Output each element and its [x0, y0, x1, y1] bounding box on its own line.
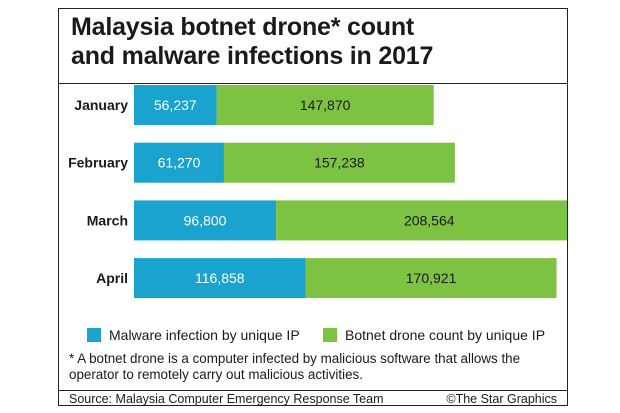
title-line-2: and malware infections in 2017 [71, 42, 434, 70]
chart-frame: Malaysia botnet drone* count and malware… [58, 8, 568, 406]
bar-malware [134, 258, 306, 299]
data-label-botnet: 157,238 [314, 155, 365, 171]
bar-botnet [305, 258, 557, 299]
bar-malware [134, 200, 277, 241]
bar-botnet [223, 142, 455, 183]
source-note: Source: Malaysia Computer Emergency Resp… [69, 392, 384, 406]
legend-item-botnet: Botnet drone count by unique IP [323, 327, 545, 343]
legend-label-botnet: Botnet drone count by unique IP [345, 327, 546, 343]
title-line-1: Malaysia botnet drone* count [71, 13, 415, 41]
category-label: January [74, 97, 128, 113]
legend-swatch-botnet [323, 328, 337, 342]
bar-botnet [216, 85, 434, 125]
data-label-malware: 61,270 [158, 155, 201, 171]
bar-malware [134, 142, 224, 183]
category-label: March [87, 212, 128, 228]
footnote: * A botnet drone is a computer infected … [69, 351, 521, 382]
bar-chart: January 56,237 147,870 February 61,270 157,23… [68, 85, 567, 299]
data-label-malware: 116,858 [195, 270, 245, 286]
chart-title: Malaysia botnet drone* count and malware… [71, 13, 551, 71]
title-divider [59, 83, 567, 84]
legend-swatch-malware [87, 328, 101, 342]
credit-note: ©The Star Graphics [446, 392, 557, 406]
data-label-botnet: 147,870 [300, 97, 351, 113]
data-label-botnet: 170,921 [406, 270, 457, 286]
bar-malware [134, 85, 217, 125]
category-label: February [68, 155, 128, 171]
data-label-malware: 96,800 [184, 212, 227, 228]
legend-item-malware: Malware infection by unique IP [87, 327, 300, 343]
data-label-malware: 56,237 [154, 97, 197, 113]
footer-divider [59, 390, 567, 391]
data-label-botnet: 208,564 [404, 212, 455, 228]
category-label: April [96, 270, 128, 286]
legend-label-malware: Malware infection by unique IP [109, 327, 300, 343]
bar-botnet [276, 200, 567, 241]
